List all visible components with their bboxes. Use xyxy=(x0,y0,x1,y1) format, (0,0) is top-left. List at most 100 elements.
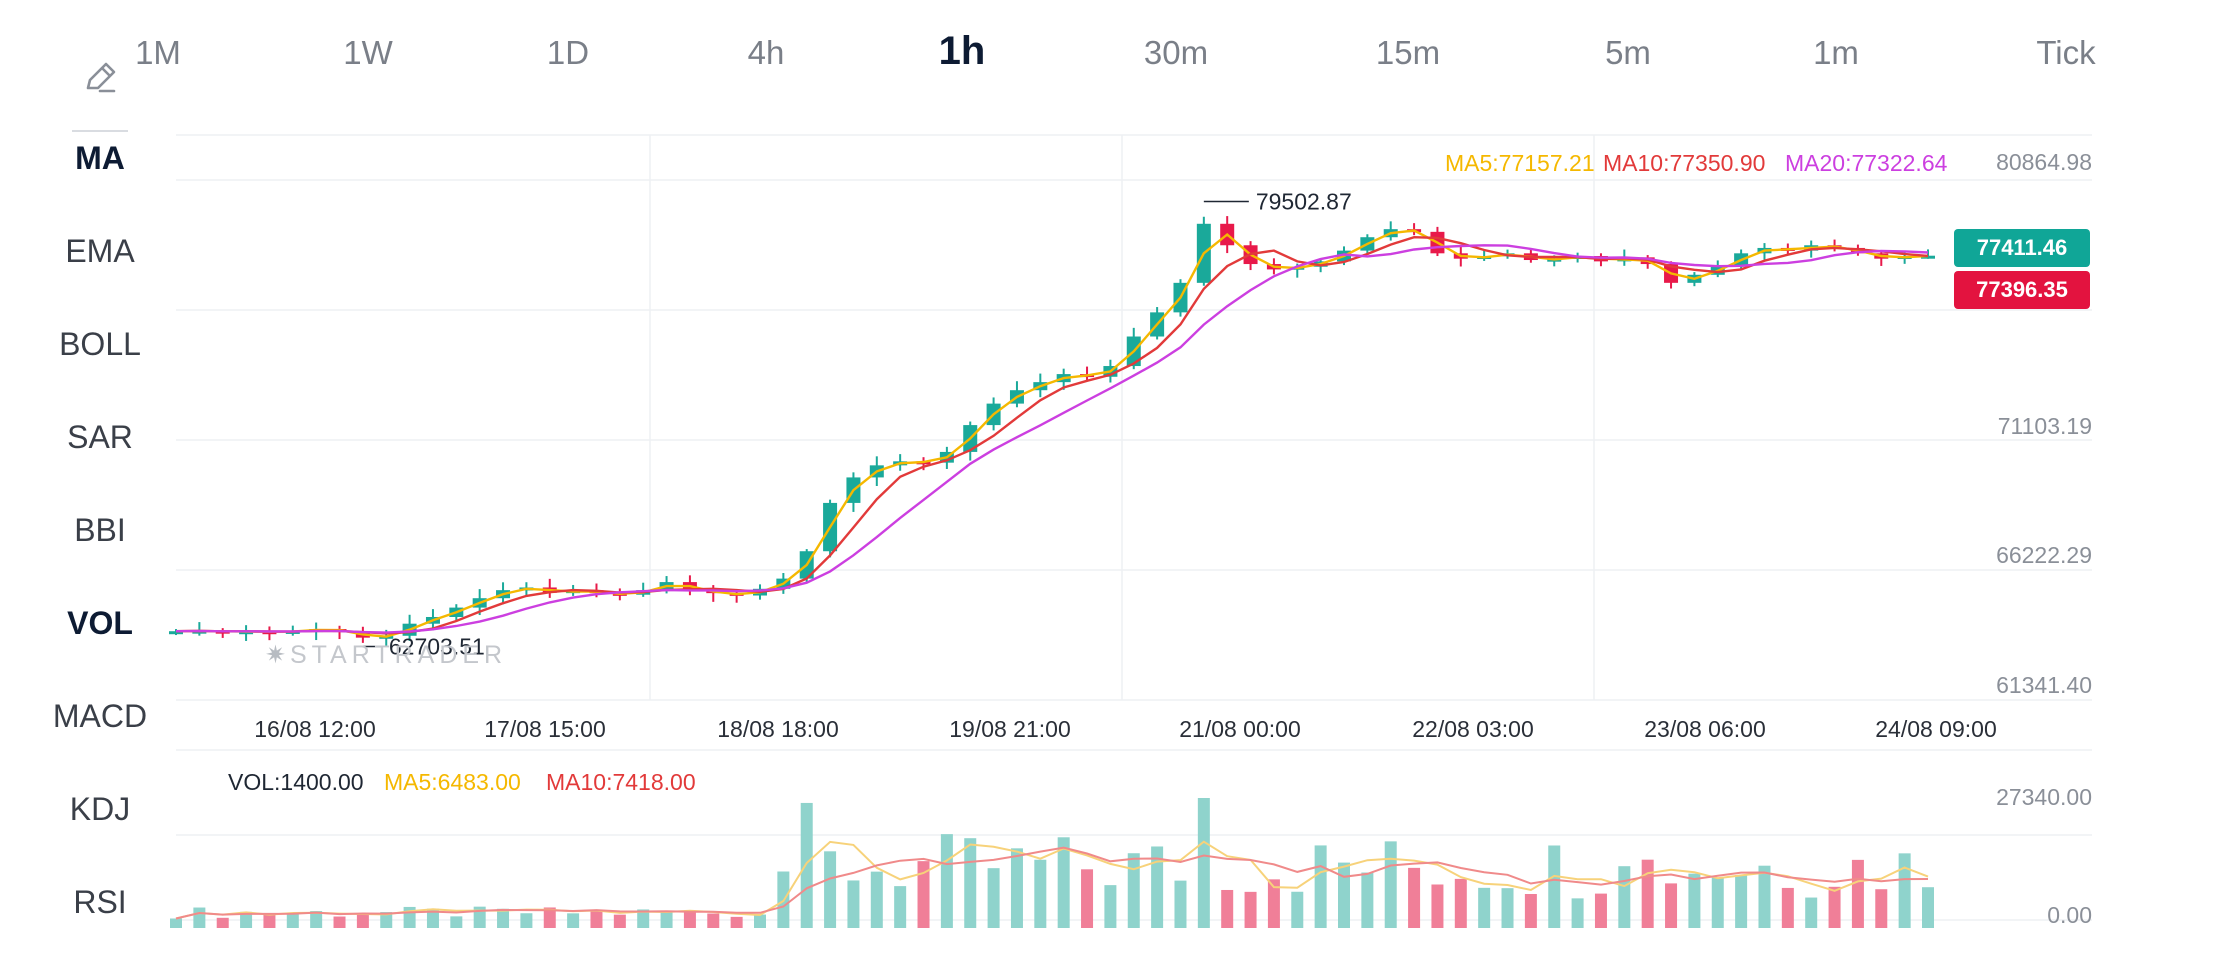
volume-bar xyxy=(1805,897,1818,928)
volume-bar xyxy=(1010,848,1023,928)
volume-bar xyxy=(1828,886,1841,928)
volume-bar xyxy=(310,911,323,928)
candle-body xyxy=(169,631,183,635)
indicator-macd[interactable]: MACD xyxy=(52,698,148,734)
volume-bar xyxy=(356,914,369,928)
candle-body xyxy=(1921,255,1935,259)
timeframe-1d[interactable]: 1D xyxy=(546,34,590,71)
volume-bar xyxy=(1594,893,1607,928)
ma5-line xyxy=(175,229,1929,638)
volume-bar xyxy=(1314,845,1327,928)
volume-bar xyxy=(964,838,977,928)
volume-bar xyxy=(1034,859,1047,928)
volume-bar xyxy=(1571,898,1584,928)
high-marker-label: 79502.87 xyxy=(1256,189,1352,215)
indicator-ma[interactable]: MA xyxy=(75,140,125,176)
volume-bar xyxy=(613,914,626,928)
volume-bar xyxy=(1361,872,1374,928)
volume-bar xyxy=(193,907,206,928)
indicator-sar[interactable]: SAR xyxy=(67,419,133,455)
volume-bar xyxy=(1151,846,1164,928)
volume-bar xyxy=(426,908,439,928)
price-axis-label: 66222.29 xyxy=(1996,542,2092,568)
indicator-rsi[interactable]: RSI xyxy=(73,884,127,920)
ma20-line xyxy=(175,244,1929,634)
indicator-kdj[interactable]: KDJ xyxy=(69,791,131,827)
volume-bar xyxy=(637,909,650,928)
legend-ma10: MA10:77350.90 xyxy=(1603,150,1765,176)
volume-bar xyxy=(263,914,276,928)
timeframe-tick[interactable]: Tick xyxy=(2036,34,2096,71)
volume-bar xyxy=(450,916,463,928)
candlesticks xyxy=(169,216,1935,647)
volume-axis-label: 27340.00 xyxy=(1996,784,2092,810)
timeframe-5m[interactable]: 5m xyxy=(1605,34,1651,71)
volume-bar xyxy=(894,886,907,928)
watermark-text: STARTRADER xyxy=(289,641,508,669)
volume-bar xyxy=(1618,866,1631,928)
volume-ma-lines xyxy=(175,840,1929,920)
price-axis-label: 71103.19 xyxy=(1998,413,2092,439)
vol-legend-ma5: MA5:6483.00 xyxy=(384,769,521,795)
time-axis-label: 17/08 15:00 xyxy=(484,716,606,742)
toolbar-divider xyxy=(72,130,128,132)
volume-bar xyxy=(543,907,556,928)
vol-ma5-line xyxy=(175,840,1929,920)
indicator-vol[interactable]: VOL xyxy=(67,605,133,641)
indicator-bbi[interactable]: BBI xyxy=(74,512,126,548)
volume-bar xyxy=(567,913,580,928)
startrader-watermark: ✷ STARTRADER xyxy=(265,640,507,670)
timeframe-15m[interactable]: 15m xyxy=(1375,34,1441,71)
chart-grid xyxy=(176,134,2092,921)
low-marker-label: 62703.51 xyxy=(389,633,485,659)
volume-bar xyxy=(1174,880,1187,928)
volume-bar xyxy=(707,913,720,928)
vol-legend-ma10: MA10:7418.00 xyxy=(546,769,696,795)
volume-bar xyxy=(1665,883,1678,928)
volume-bar xyxy=(987,868,1000,928)
sell-price-badge: 77396.35 xyxy=(1954,271,2090,309)
timeframe-30m[interactable]: 30m xyxy=(1143,34,1209,71)
timeframe-1m[interactable]: 1m xyxy=(1813,34,1859,71)
volume-bar xyxy=(1081,869,1094,928)
volume-bar xyxy=(286,913,299,928)
volume-bar xyxy=(1548,845,1561,928)
legend-ma5: MA5:77157.21 xyxy=(1445,150,1595,176)
volume-bar xyxy=(1922,887,1934,928)
volume-bar xyxy=(1688,873,1701,928)
volume-bar xyxy=(240,911,253,928)
timeframe-1m[interactable]: 1M xyxy=(135,34,181,71)
time-axis-label: 21/08 00:00 xyxy=(1179,716,1301,742)
volume-bar xyxy=(754,914,766,928)
volume-bar xyxy=(1338,862,1350,928)
axis-labels: 79502.87 62703.51 80864.98 71103.19 66222.29… xyxy=(228,149,2092,928)
volume-bar xyxy=(1431,884,1444,928)
volume-bar xyxy=(1851,859,1864,928)
volume-bar xyxy=(1127,853,1140,928)
volume-bar xyxy=(940,834,953,928)
timeframe-4h[interactable]: 4h xyxy=(747,34,785,71)
volume-bar xyxy=(1875,889,1888,928)
volume-bar xyxy=(1735,874,1748,928)
time-axis-label: 18/08 18:00 xyxy=(717,716,839,742)
indicator-boll[interactable]: BOLL xyxy=(59,326,141,362)
pencil-icon[interactable] xyxy=(80,58,120,98)
volume-bar xyxy=(380,912,393,928)
ma-lines xyxy=(175,229,1929,638)
volume-bar xyxy=(1057,837,1070,928)
timeframe-1w[interactable]: 1W xyxy=(343,34,393,71)
volume-bar xyxy=(1641,859,1654,928)
volume-bar xyxy=(1758,865,1771,928)
time-axis-label: 22/08 03:00 xyxy=(1412,716,1534,742)
vol-ma10-line xyxy=(175,846,1929,920)
legend-ma20: MA20:77322.64 xyxy=(1785,150,1948,176)
timeframe-1h[interactable]: 1h xyxy=(938,29,986,73)
indicator-ema[interactable]: EMA xyxy=(65,233,135,269)
volume-bar xyxy=(730,916,743,928)
volume-axis-label: 0.00 xyxy=(2047,902,2092,928)
volume-bar xyxy=(520,913,533,928)
volume-bar xyxy=(917,861,930,928)
volume-bar xyxy=(1267,879,1280,928)
volume-bar xyxy=(1221,889,1234,928)
